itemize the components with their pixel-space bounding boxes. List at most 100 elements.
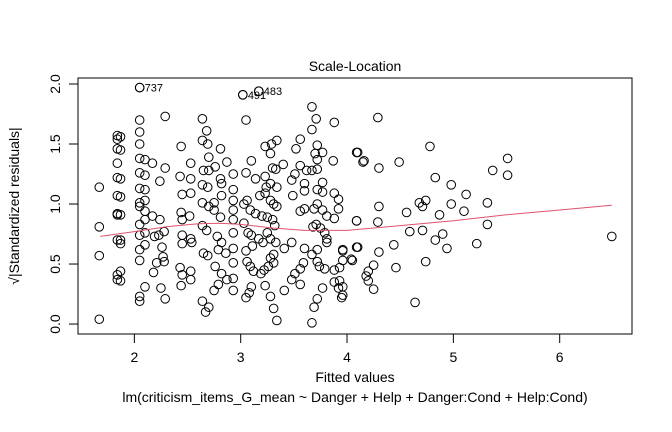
- data-point: [317, 187, 328, 197]
- data-point: [329, 117, 340, 128]
- data-point: [502, 170, 513, 181]
- data-point: [459, 206, 469, 217]
- data-point: [185, 274, 196, 285]
- data-point: [245, 205, 256, 215]
- data-point: [202, 182, 213, 193]
- data-point: [307, 124, 317, 135]
- data-point: [434, 210, 445, 220]
- y-tick-label: 0.0: [47, 314, 63, 334]
- data-point: [262, 212, 273, 223]
- data-point: [267, 214, 278, 225]
- data-point: [154, 230, 164, 241]
- data-point: [482, 198, 493, 208]
- data-point: [352, 242, 363, 253]
- smooth-line: [100, 204, 612, 237]
- data-point: [351, 216, 362, 226]
- data-point: [155, 176, 165, 187]
- data-point: [222, 157, 232, 167]
- data-point: [312, 294, 323, 304]
- data-point: [317, 147, 328, 158]
- data-point: [216, 190, 227, 201]
- data-point: [368, 260, 379, 271]
- data-point: [140, 170, 150, 181]
- data-point: [155, 214, 165, 225]
- x-tick-label: 5: [449, 349, 457, 365]
- data-point: [203, 152, 214, 163]
- data-point: [203, 201, 214, 212]
- data-point: [279, 243, 290, 254]
- data-point: [417, 225, 428, 236]
- data-point: [241, 115, 251, 125]
- data-point: [216, 268, 227, 279]
- data-point: [295, 160, 306, 171]
- data-point: [286, 175, 297, 185]
- data-point: [319, 228, 330, 238]
- data-point: [160, 163, 170, 173]
- data-point: [317, 283, 328, 293]
- data-point: [115, 266, 126, 277]
- data-point: [210, 162, 220, 172]
- data-point: [307, 318, 317, 328]
- data-point: [151, 258, 162, 268]
- model-formula-sublabel: lm(criticism_items_G_mean ~ Danger + Hel…: [122, 389, 587, 405]
- data-point: [112, 134, 123, 145]
- data-point: [256, 268, 266, 279]
- data-point: [112, 235, 123, 245]
- data-point: [265, 234, 276, 244]
- data-point: [482, 219, 493, 230]
- data-point: [250, 174, 261, 184]
- data-point: [310, 148, 320, 159]
- data-point: [201, 225, 212, 236]
- data-point: [134, 153, 145, 164]
- data-point: [197, 296, 208, 307]
- data-point: [215, 212, 226, 223]
- data-point: [333, 204, 344, 214]
- data-point: [286, 274, 297, 285]
- data-point: [140, 195, 150, 206]
- data-point: [359, 156, 369, 166]
- data-point: [270, 164, 281, 175]
- data-point: [312, 199, 323, 209]
- data-point: [185, 188, 196, 199]
- data-point: [177, 189, 188, 200]
- data-point: [394, 157, 404, 167]
- data-point: [299, 178, 310, 189]
- data-point: [268, 199, 279, 209]
- data-point: [373, 112, 383, 123]
- y-axis-label: √|Standardized residuals|: [6, 127, 22, 284]
- data-point: [260, 188, 270, 199]
- labeled-point: [238, 90, 248, 100]
- data-point: [228, 169, 239, 179]
- data-point: [212, 231, 223, 242]
- data-point: [216, 178, 227, 189]
- data-point: [221, 248, 231, 259]
- data-point: [301, 165, 312, 176]
- data-point: [197, 114, 208, 124]
- data-point: [337, 244, 348, 255]
- data-point: [149, 231, 160, 242]
- data-point: [329, 277, 340, 287]
- data-point: [358, 157, 368, 167]
- data-point: [420, 256, 431, 267]
- data-point: [134, 219, 145, 230]
- data-point: [389, 240, 399, 250]
- data-point: [337, 290, 348, 301]
- data-point: [209, 205, 219, 215]
- data-point: [334, 262, 345, 273]
- data-point: [228, 205, 239, 215]
- data-point: [308, 222, 318, 232]
- data-point: [442, 243, 452, 254]
- data-point: [115, 174, 126, 184]
- data-point: [272, 182, 282, 193]
- data-point: [329, 188, 340, 199]
- data-point: [269, 220, 280, 231]
- data-point: [140, 240, 150, 250]
- data-point: [299, 186, 310, 196]
- x-tick-label: 2: [130, 349, 138, 365]
- data-point: [202, 250, 213, 261]
- data-point: [112, 158, 123, 169]
- data-point: [261, 182, 272, 193]
- data-point: [215, 174, 226, 184]
- data-point: [148, 267, 159, 278]
- data-point: [222, 274, 232, 285]
